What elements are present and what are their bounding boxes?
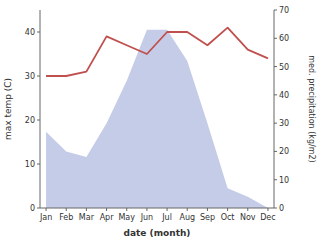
y2-tick-label: 50 [279,63,289,72]
x-tick-label: Nov [240,213,256,222]
x-tick [126,208,127,211]
y-tick [37,208,40,209]
x-tick-label: May [118,213,135,222]
y2-tick-label: 60 [279,34,289,43]
x-tick [106,208,107,211]
y-tick [37,164,40,165]
temperature-line [46,28,268,76]
x-tick [146,208,147,211]
y-tick-label: 10 [25,160,35,169]
y-tick-label: 40 [25,28,35,37]
x-axis-line [40,208,274,209]
y2-tick-label: 0 [279,204,284,213]
y2-tick-label: 40 [279,91,289,100]
x-tick [207,208,208,211]
y2-tick-label: 70 [279,6,289,15]
precipitation-area [46,30,268,208]
chart-container: Jan Feb Mar AprMay Jun Jul Aug Sep Oct Nov Dec 0 10 2… [0,0,318,242]
y2-tick [274,123,277,124]
y2-tick [274,10,277,11]
x-tick [247,208,248,211]
y2-tick-label: 20 [279,147,289,156]
y2-tick [274,94,277,95]
y2-axis-line [274,10,275,208]
y-tick-label: 20 [25,116,35,125]
x-tick-label: Jan [39,213,52,222]
x-tick-label: Dec [260,213,275,222]
y-tick [37,120,40,121]
y2-tick [274,208,277,209]
x-tick [167,208,168,211]
x-tick-label: Oct [221,213,235,222]
y-tick-label: 30 [25,72,35,81]
x-tick-label: Feb [59,213,73,222]
y2-tick [274,179,277,180]
y2-tick [274,66,277,67]
x-tick-label: Jul [161,213,172,222]
x-axis-label: date (month) [124,228,191,238]
y-tick [37,76,40,77]
y2-tick-label: 30 [279,119,289,128]
x-tick [227,208,228,211]
x-tick-label: Mar [79,213,95,222]
x-tick [86,208,87,211]
y2-tick [274,38,277,39]
chart-svg: Jan Feb Mar AprMay Jun Jul Aug Sep Oct Nov Dec 0 10 2… [0,0,318,242]
x-tick-label: Sep [200,213,215,222]
x-tick-label: Jun [140,213,154,222]
y2-tick-label: 10 [279,176,289,185]
y2-tick [274,151,277,152]
x-tick [187,208,188,211]
x-tick [66,208,67,211]
y-tick [37,32,40,33]
y-tick-label: 0 [30,204,35,213]
x-tick-label: Aug [179,213,195,222]
y2-axis-label: med. precipitation (kg/m2) [307,55,316,162]
x-tick-label: Apr [100,213,115,222]
x-tick [46,208,47,211]
plot-marks [46,28,268,208]
x-tick [267,208,268,211]
y-axis-line [40,10,41,208]
y-axis-label: max temp (C) [3,78,13,140]
